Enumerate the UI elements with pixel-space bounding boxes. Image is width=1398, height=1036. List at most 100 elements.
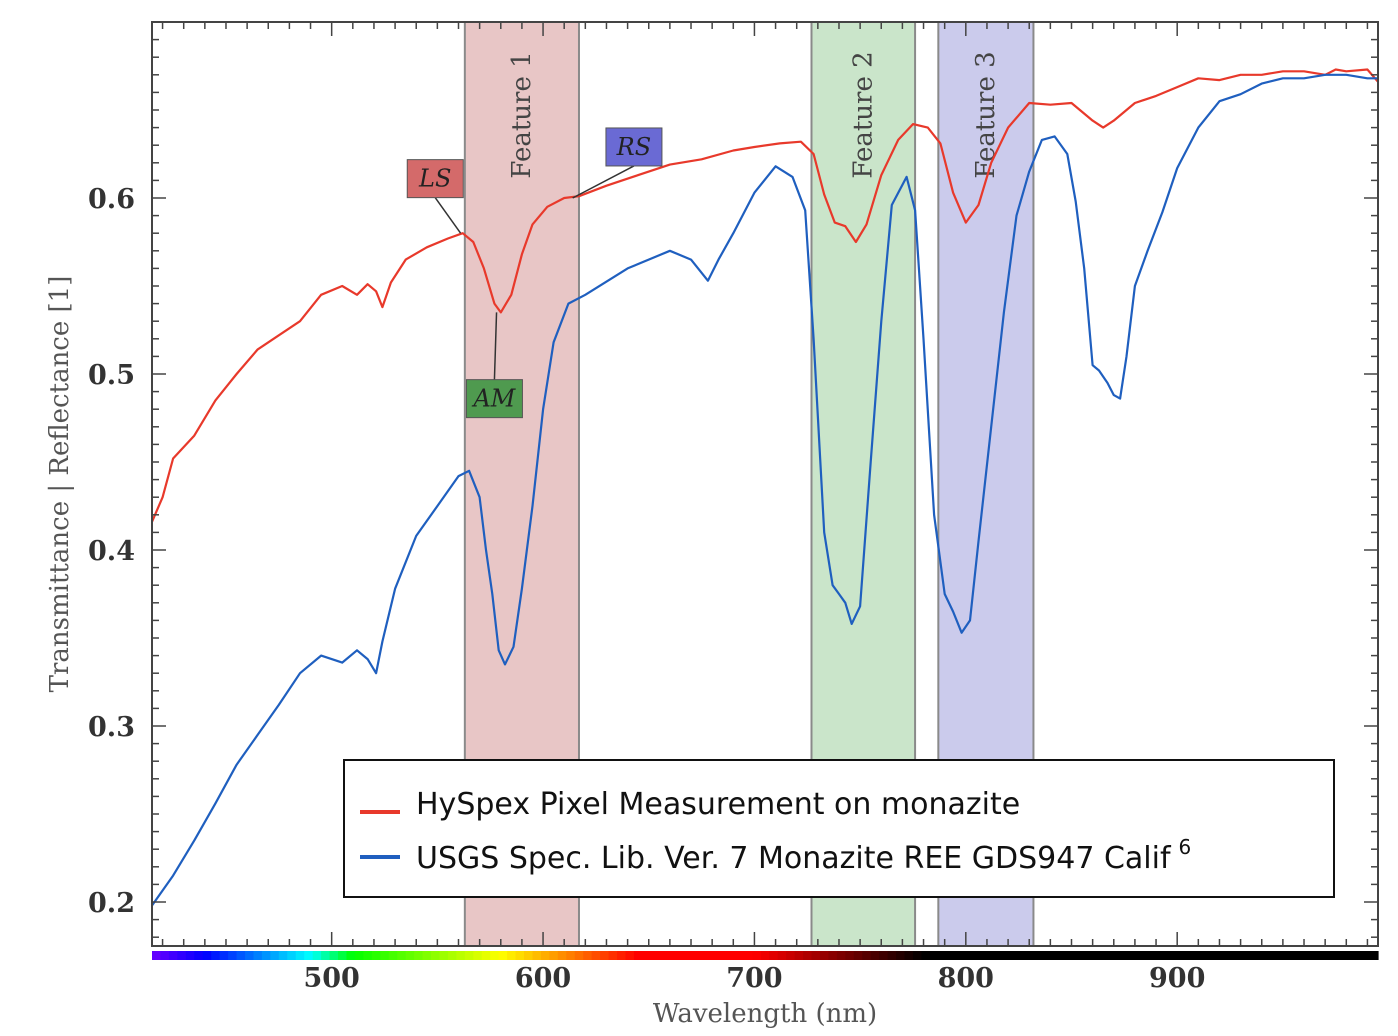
legend-label-hyspex: HySpex Pixel Measurement on monazite <box>416 787 1020 822</box>
spectrum-segment <box>380 951 390 960</box>
spectrum-segment <box>1124 951 1134 960</box>
spectrum-segment <box>540 951 550 960</box>
spectrum-segment <box>1335 951 1345 960</box>
spectrum-segment <box>168 951 178 960</box>
spectrum-segment <box>498 951 508 960</box>
annotation-box-ls <box>406 159 464 199</box>
spectrum-segment <box>625 951 635 960</box>
spectrum-segment <box>794 951 804 960</box>
spectrum-segment <box>1065 951 1075 960</box>
spectrum-segment <box>710 951 720 960</box>
spectrum-segment <box>354 951 364 960</box>
x-tick-label: 900 <box>1149 963 1205 994</box>
spectrum-segment <box>786 951 796 960</box>
spectrum-segment <box>972 951 982 960</box>
spectrum-segment <box>152 951 162 960</box>
y-tick-label: 0.4 <box>88 536 135 567</box>
spectrum-segment <box>338 951 348 960</box>
spectrum-segment <box>1352 951 1362 960</box>
spectrum-segment <box>1208 951 1218 960</box>
y-tick-label: 0.3 <box>88 712 135 743</box>
spectrum-segment <box>1073 951 1083 960</box>
spectrum-segment <box>583 951 593 960</box>
annotation-leader-ls <box>434 197 462 234</box>
spectrum-segment <box>912 951 923 960</box>
spectrum-segment <box>1048 951 1058 960</box>
spectrum-segment <box>1005 951 1016 960</box>
spectrum-segment <box>439 951 449 960</box>
plot-frame <box>151 21 1379 947</box>
spectrum-segment <box>1361 951 1371 960</box>
spectrum-segment <box>1166 951 1176 960</box>
spectrum-segment <box>1318 951 1328 960</box>
spectrum-segment <box>422 951 432 960</box>
spectrum-segment <box>1022 951 1032 960</box>
x-tick-label: 800 <box>938 963 994 994</box>
spectrum-segment <box>1056 951 1066 960</box>
spectrum-segment <box>743 951 753 960</box>
spectrum-segment <box>726 951 737 960</box>
spectrum-segment <box>329 951 339 960</box>
feature-band-label-2: Feature 2 <box>848 51 878 178</box>
spectrum-segment <box>1107 951 1117 960</box>
annotations: LS AM RS <box>406 127 663 419</box>
spectrum-segment <box>1090 951 1100 960</box>
spectrum-segment <box>295 951 305 960</box>
legend-label-usgs: USGS Spec. Lib. Ver. 7 Monazite REE GDS9… <box>416 835 1191 876</box>
series-line-hyspex <box>150 68 1379 523</box>
spectrum-segment <box>921 951 931 960</box>
annotation-label-ls: LS <box>418 165 451 193</box>
spectrum-segment <box>904 951 914 960</box>
spectrum-segment <box>481 951 491 960</box>
spectrum-segment <box>160 951 170 960</box>
spectrum-segment <box>980 951 990 960</box>
spectrum-segment <box>1158 951 1168 960</box>
spectrum-segment <box>1369 951 1379 960</box>
spectrum-segment <box>1014 951 1024 960</box>
spectrum-segment <box>431 951 441 960</box>
spectrum-segment <box>1344 951 1354 960</box>
spectrum-segment <box>1268 951 1278 960</box>
spectrum-segment <box>591 951 601 960</box>
spectrum-segment <box>1183 951 1193 960</box>
spectrum-segment <box>507 951 517 960</box>
spectrum-segment <box>819 951 830 960</box>
spectrum-segment <box>887 951 897 960</box>
annotation-box-am <box>465 379 523 419</box>
spectrum-segment <box>650 951 660 960</box>
spectrum-segment <box>777 951 787 960</box>
spectrum-segment <box>1082 951 1092 960</box>
spectrum-segment <box>515 951 525 960</box>
y-tick-label: 0.2 <box>88 888 135 919</box>
spectrum-segment <box>862 951 872 960</box>
spectrum-segment <box>828 951 838 960</box>
y-axis-title: Transmittance | Reflectance [1] <box>45 276 75 693</box>
spectrum-segment <box>963 951 973 960</box>
spectrum-segment <box>1284 951 1295 960</box>
spectrum-segment <box>769 951 779 960</box>
spectrum-segment <box>363 951 373 960</box>
spectrum-segment <box>1141 951 1151 960</box>
spectrum-segment <box>693 951 703 960</box>
spectrum-segment <box>456 951 466 960</box>
x-tick-label: 700 <box>726 963 782 994</box>
spectrum-segment <box>321 951 331 960</box>
spectrum-segment <box>1115 951 1125 960</box>
spectrum-segment <box>1200 951 1210 960</box>
spectrum-segment <box>617 951 627 960</box>
spectrum-segment <box>946 951 956 960</box>
spectrum-segment <box>735 951 745 960</box>
spectrum-segment <box>202 951 212 960</box>
spectrum-segment <box>312 951 322 960</box>
spectrum-segment <box>1310 951 1320 960</box>
spectrum-segment <box>304 951 314 960</box>
annotation-leader-rs <box>572 165 635 199</box>
spectrum-segment <box>600 951 610 960</box>
spectrum-segment <box>473 951 483 960</box>
spectrum-segment <box>245 951 255 960</box>
spectrum-segment <box>414 951 424 960</box>
spectrum-segment <box>1293 951 1303 960</box>
spectrum-segment <box>1259 951 1269 960</box>
series-lines <box>150 68 1379 907</box>
spectrum-segment <box>1234 951 1244 960</box>
